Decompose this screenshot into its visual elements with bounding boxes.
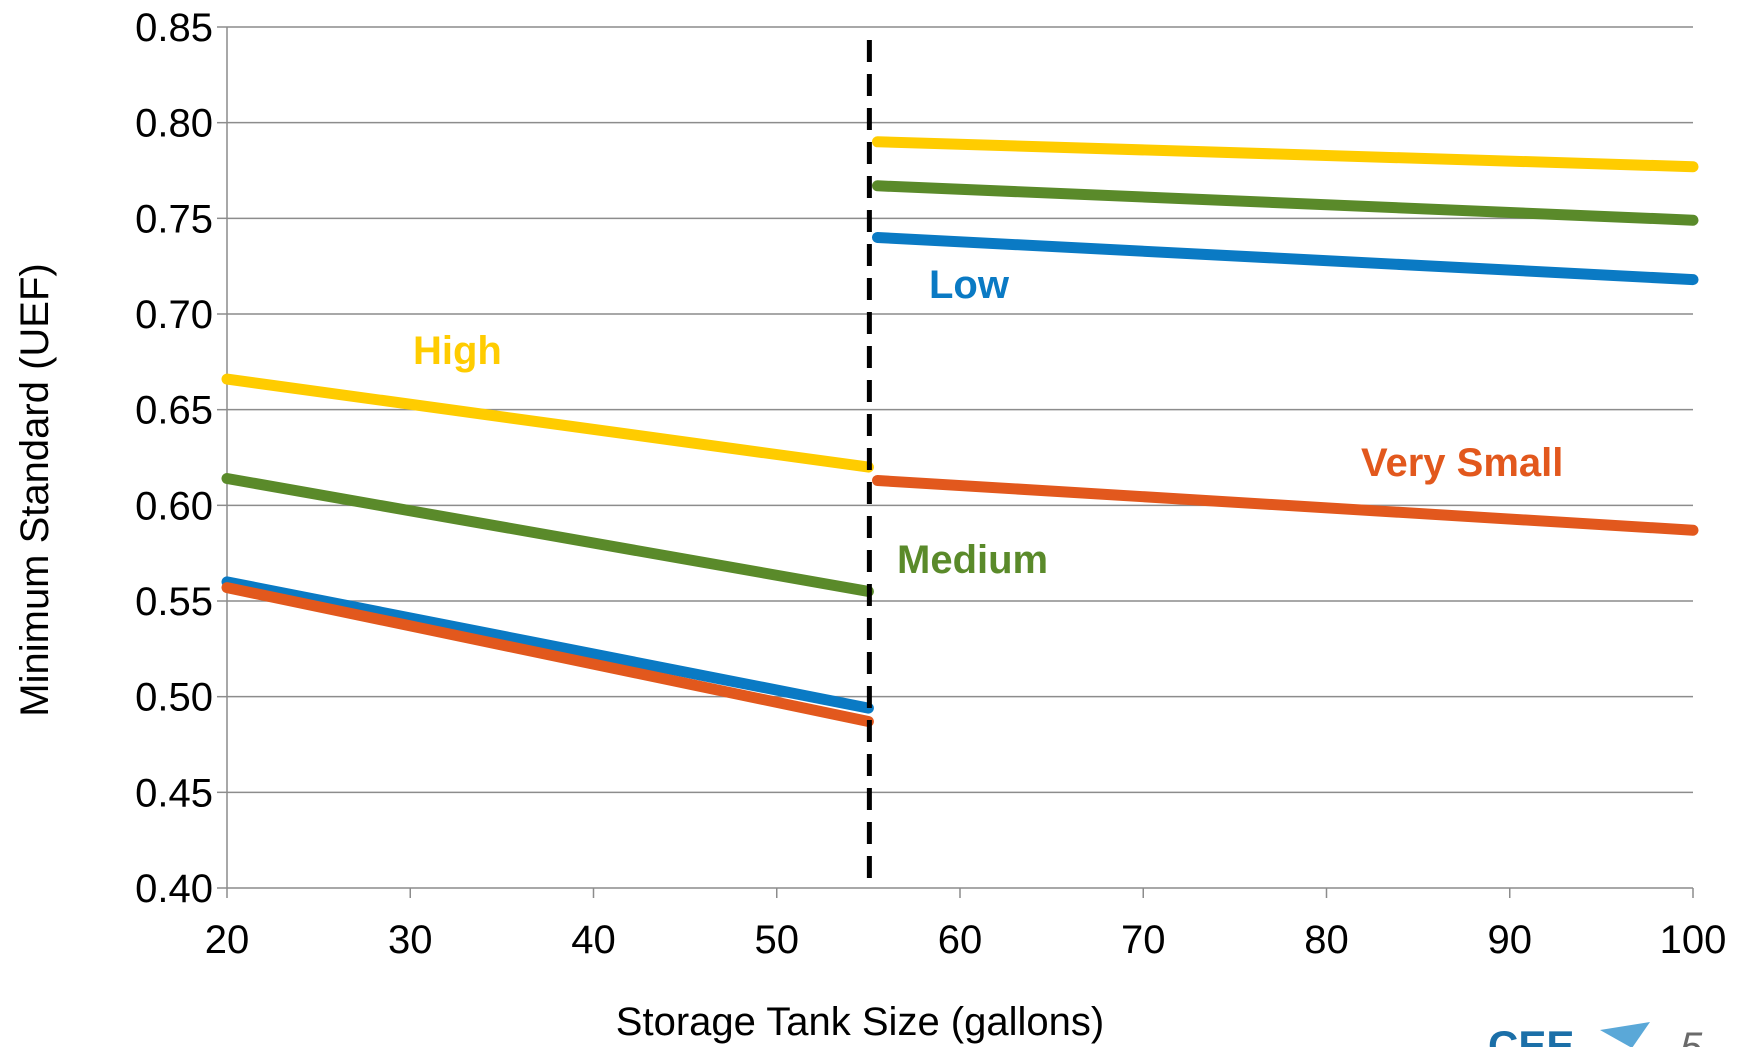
- x-tick-label: 100: [1660, 918, 1727, 962]
- y-tick-label: 0.75: [135, 197, 213, 241]
- series-labels: High Medium Low Very Small: [413, 263, 1563, 582]
- axes: [217, 26, 1694, 898]
- y-tick-label: 0.70: [135, 293, 213, 337]
- series-label-high: High: [413, 329, 502, 373]
- y-tick-label: 0.85: [135, 6, 213, 50]
- y-tick-label: 0.40: [135, 867, 213, 911]
- logo-text: CEE: [1488, 1022, 1574, 1047]
- x-tick-label: 90: [1488, 918, 1533, 962]
- x-tick-label: 60: [938, 918, 983, 962]
- x-tick-label: 50: [755, 918, 800, 962]
- series-line-very-small-segment-2: [872, 475, 1699, 536]
- x-tick-label: 80: [1304, 918, 1349, 962]
- series-line-very-small-segment-1: [221, 582, 874, 727]
- cee-logo: CEE: [1488, 1022, 1650, 1047]
- series-lines: [221, 136, 1699, 727]
- series-line-medium-segment-2: [872, 180, 1699, 226]
- series-line-low-segment-1: [221, 576, 874, 714]
- y-tick-labels: 0.40 0.45 0.50 0.55 0.60 0.65 0.70 0.75 0.80 0.85: [135, 6, 213, 911]
- y-tick-label: 0.50: [135, 676, 213, 720]
- x-tick-label: 20: [205, 918, 250, 962]
- series-label-low: Low: [929, 263, 1010, 307]
- logo-arrow-icon: [1600, 1022, 1650, 1047]
- page-number: 5: [1680, 1025, 1703, 1047]
- y-tick-label: 0.45: [135, 771, 213, 815]
- x-axis-title: Storage Tank Size (gallons): [616, 1000, 1104, 1044]
- series-line-medium-segment-1: [221, 473, 874, 597]
- x-tick-label: 70: [1121, 918, 1166, 962]
- x-tick-labels: 20 30 40 50 60 70 80 90 100: [205, 918, 1727, 962]
- y-tick-label: 0.80: [135, 102, 213, 146]
- x-tick-label: 30: [388, 918, 433, 962]
- y-axis-title: Minimum Standard (UEF): [13, 263, 57, 716]
- y-tick-label: 0.55: [135, 580, 213, 624]
- series-line-low-segment-2: [872, 232, 1699, 286]
- series-line-high-segment-1: [221, 373, 874, 473]
- series-label-medium: Medium: [897, 538, 1048, 582]
- y-tick-label: 0.60: [135, 484, 213, 528]
- x-tick-label: 40: [571, 918, 616, 962]
- series-line-high-segment-2: [872, 136, 1699, 173]
- series-label-very-small: Very Small: [1361, 441, 1563, 485]
- y-tick-label: 0.65: [135, 389, 213, 433]
